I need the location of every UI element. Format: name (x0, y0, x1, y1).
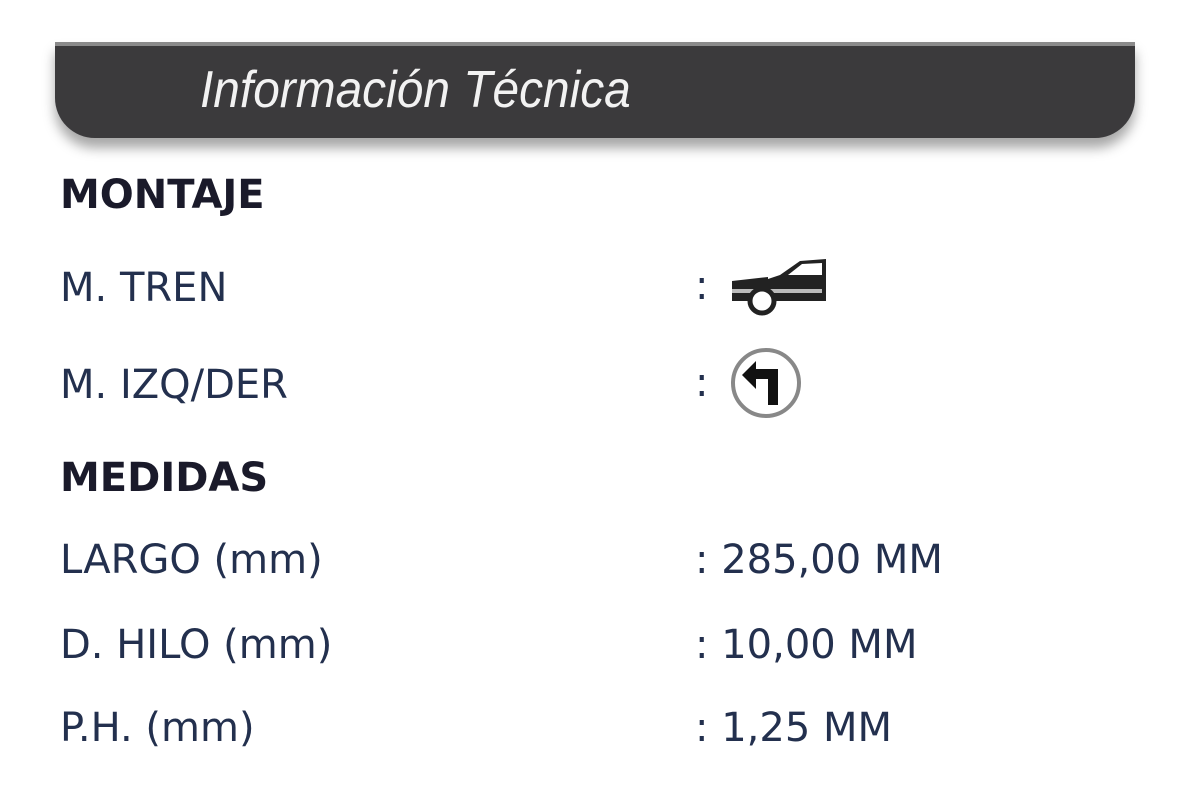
label-largo: LARGO (mm) (60, 537, 323, 583)
label-ph: P.H. (mm) (60, 705, 255, 751)
label-m-tren: M. TREN (60, 265, 228, 311)
label-d-hilo: D. HILO (mm) (60, 622, 333, 668)
value-m-tren: : (695, 255, 828, 317)
section-title-montaje: MONTAJE (60, 172, 265, 218)
separator: : (695, 537, 709, 583)
separator: : (695, 263, 709, 309)
label-m-izq-der: M. IZQ/DER (60, 362, 288, 408)
separator: : (695, 622, 709, 668)
value-ph: : 1,25 MM (695, 708, 892, 748)
header-title: Información Técnica (200, 61, 631, 119)
turn-left-arrow-icon (728, 345, 804, 421)
largo-value: 285,00 MM (721, 537, 943, 583)
separator: : (695, 360, 709, 406)
section-title-medidas: MEDIDAS (60, 455, 269, 501)
d-hilo-value: 10,00 MM (721, 622, 918, 668)
separator: : (695, 705, 709, 751)
value-d-hilo: : 10,00 MM (695, 625, 917, 665)
value-m-izq-der: : (695, 345, 804, 421)
section-header: Información Técnica (55, 42, 1135, 138)
ph-value: 1,25 MM (721, 705, 893, 751)
front-car-icon (728, 255, 828, 317)
value-largo: : 285,00 MM (695, 540, 943, 580)
